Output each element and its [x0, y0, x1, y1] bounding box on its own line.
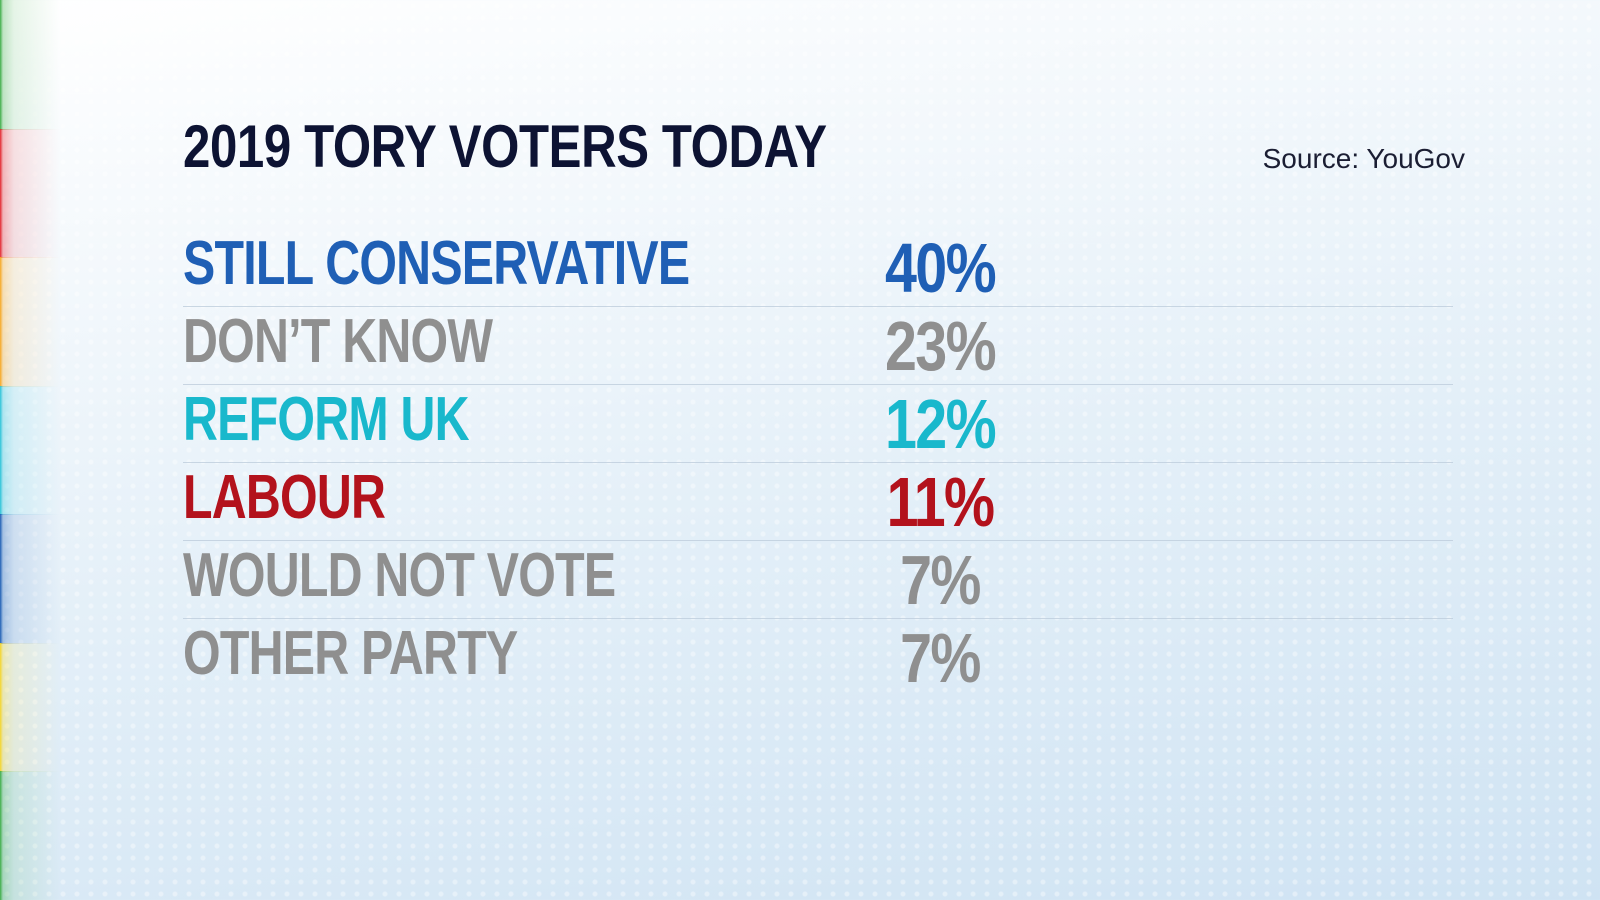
edge-color-segment: [0, 257, 60, 387]
row-value: 40%: [885, 229, 997, 307]
table-row: LABOUR 11%: [183, 463, 1453, 541]
edge-color-segment: [0, 642, 60, 773]
row-value: 7%: [900, 619, 981, 697]
row-label: OTHER PARTY: [183, 619, 518, 688]
row-value: 12%: [885, 385, 997, 463]
edge-color-segment: [0, 0, 60, 130]
results-table: STILL CONSERVATIVE 40% DON’T KNOW 23% REFORM…: [183, 229, 1453, 697]
table-row: REFORM UK 12%: [183, 385, 1453, 463]
table-row: STILL CONSERVATIVE 40%: [183, 229, 1453, 307]
party-color-edge-strip: [0, 0, 60, 900]
row-label: DON’T KNOW: [183, 307, 493, 376]
edge-color-segment: [0, 385, 60, 516]
table-row: DON’T KNOW 23%: [183, 307, 1453, 385]
edge-color-segment: [0, 128, 60, 259]
table-row: OTHER PARTY 7%: [183, 619, 1453, 697]
row-label: REFORM UK: [183, 385, 470, 454]
row-label: STILL CONSERVATIVE: [183, 229, 690, 298]
row-value: 11%: [886, 463, 995, 541]
chart-title: 2019 TORY VOTERS TODAY: [183, 113, 827, 180]
table-row: WOULD NOT VOTE 7%: [183, 541, 1453, 619]
row-value: 7%: [900, 541, 981, 619]
row-value: 23%: [885, 307, 997, 385]
edge-color-segment: [0, 771, 60, 900]
source-label: Source: YouGov: [1262, 143, 1465, 174]
row-label: WOULD NOT VOTE: [183, 541, 616, 610]
row-label: LABOUR: [183, 463, 386, 532]
edge-color-segment: [0, 514, 60, 644]
